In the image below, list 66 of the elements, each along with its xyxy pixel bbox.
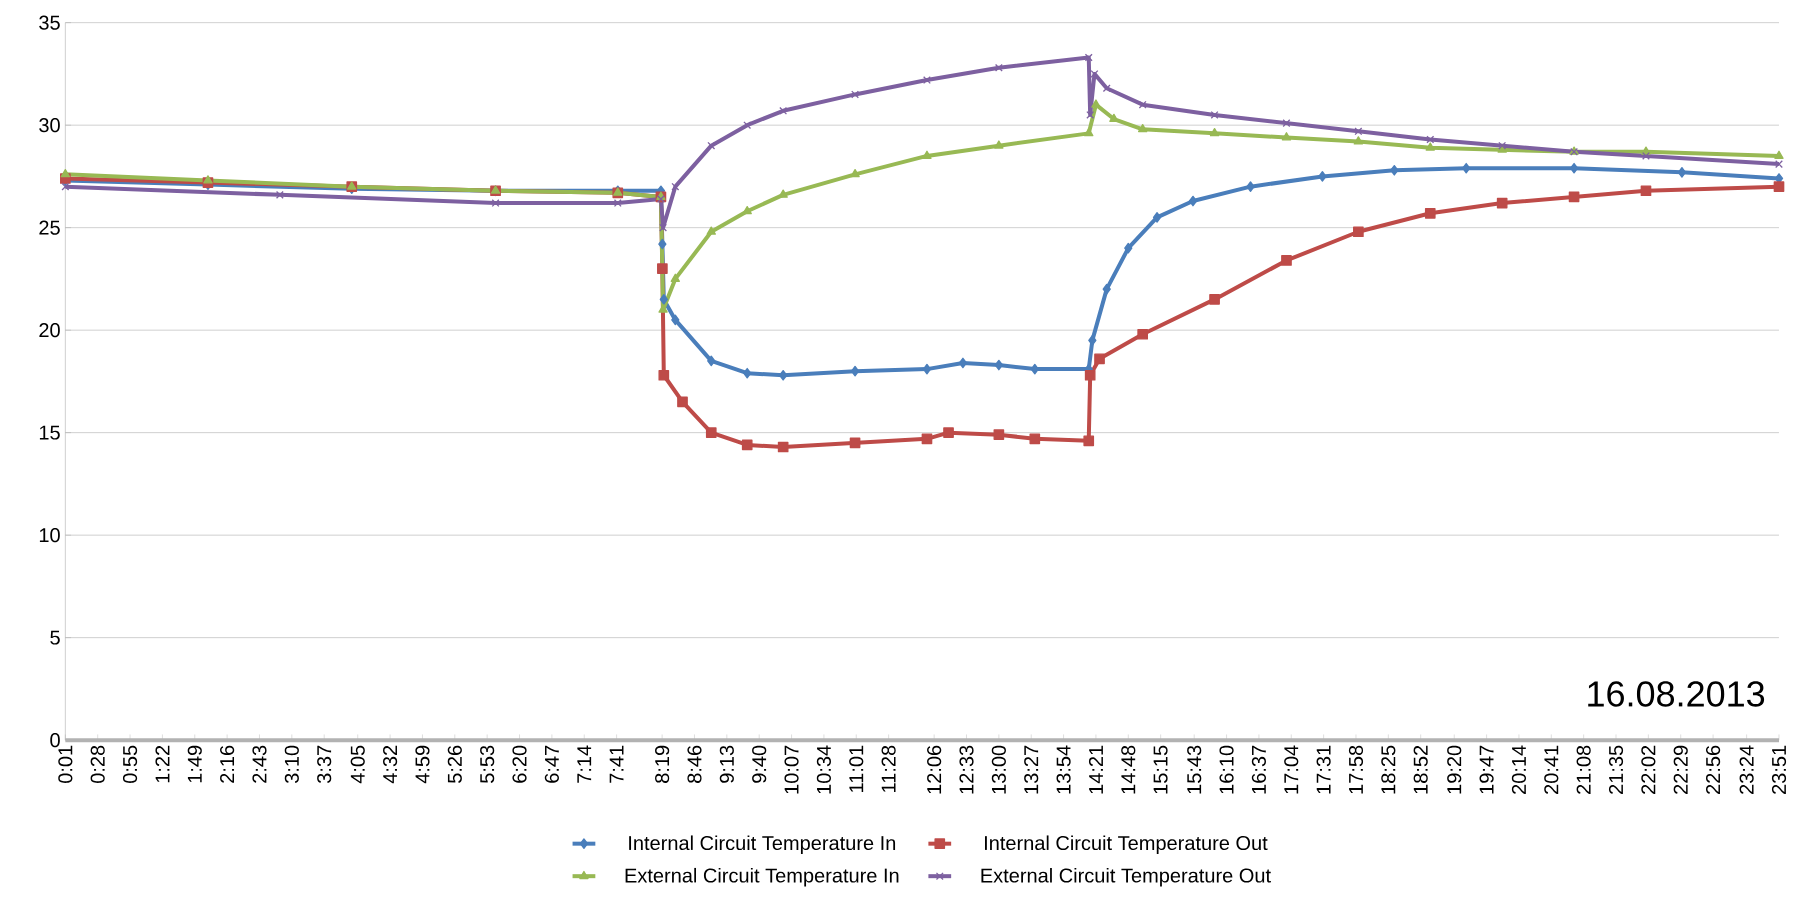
x-tick-label: 2:16 — [220, 745, 235, 783]
legend-label: External Circuit Temperature Out — [981, 867, 1271, 887]
y-tick-label: 30 — [39, 118, 60, 133]
x-tick-label: 4:59 — [415, 745, 430, 784]
y-tick-label: 5 — [50, 630, 60, 645]
x-tick-label: 20:14 — [1511, 745, 1527, 794]
x-tick-label: 22:56 — [1706, 745, 1721, 794]
x-tick-label: 17:04 — [1284, 745, 1299, 794]
x-tick-label: 0:28 — [90, 745, 105, 783]
x-tick-label: 0:01 — [58, 745, 73, 783]
x-tick-label: 4:05 — [350, 745, 365, 784]
x-tick-label: 4:32 — [383, 745, 398, 784]
y-tick-label: 20 — [39, 322, 60, 338]
x-tick-label: 15:43 — [1187, 745, 1202, 794]
x-tick-label: 22:29 — [1673, 745, 1688, 794]
y-tick-label: 15 — [39, 425, 60, 440]
x-tick-label: 9:13 — [719, 745, 734, 783]
x-tick-label: 1:22 — [155, 745, 170, 783]
x-tick-label: 18:52 — [1413, 745, 1428, 794]
x-tick-label: 7:14 — [577, 745, 592, 783]
y-tick-label: 0 — [50, 732, 60, 748]
x-tick-label: 10:34 — [816, 745, 831, 794]
x-tick-label: 9:40 — [752, 745, 767, 783]
x-tick-label: 15:15 — [1153, 745, 1168, 794]
y-tick-label: 25 — [39, 220, 60, 235]
x-tick-label: 7:41 — [609, 745, 624, 783]
x-tick-label: 3:37 — [317, 745, 332, 783]
x-tick-label: 11:28 — [881, 745, 896, 792]
annotation: 16.08.2013 — [1588, 681, 1765, 707]
x-tick-label: 12:33 — [959, 745, 974, 794]
x-tick-label: 13:54 — [1056, 745, 1071, 794]
x-tick-label: 16:10 — [1219, 745, 1234, 794]
x-tick-label: 13:00 — [991, 745, 1006, 794]
x-tick-label: 14:48 — [1121, 745, 1136, 794]
x-tick-label: 13:27 — [1024, 745, 1039, 794]
x-tick-label: 5:53 — [480, 745, 495, 783]
x-tick-label: 17:58 — [1348, 745, 1364, 794]
legend-label: Internal Circuit Temperature In — [629, 835, 896, 854]
x-tick-label: 5:26 — [447, 745, 462, 783]
x-tick-label: 17:31 — [1316, 745, 1331, 794]
x-tick-label: 1:49 — [187, 745, 202, 783]
x-tick-label: 23:24 — [1739, 745, 1754, 794]
x-tick-label: 21:08 — [1576, 745, 1591, 794]
x-tick-label: 2:43 — [252, 745, 267, 783]
x-tick-label: 11:01 — [849, 745, 864, 792]
x-tick-label: 20:41 — [1544, 745, 1559, 794]
y-tick-label: 35 — [39, 15, 60, 30]
x-tick-label: 22:02 — [1641, 745, 1656, 794]
legend-label: External Circuit Temperature In — [625, 867, 899, 887]
legend-label: Internal Circuit Temperature Out — [985, 835, 1268, 854]
x-tick-label: 10:07 — [784, 745, 799, 794]
x-tick-label: 21:35 — [1608, 745, 1624, 794]
x-tick-label: 19:47 — [1479, 745, 1494, 794]
x-tick-label: 0:55 — [122, 745, 138, 783]
x-tick-label: 23:51 — [1771, 745, 1787, 794]
y-tick-label: 10 — [39, 527, 60, 543]
x-tick-label: 3:10 — [284, 745, 299, 783]
x-tick-label: 12:06 — [927, 745, 942, 794]
x-tick-label: 18:25 — [1381, 745, 1396, 794]
x-tick-label: 16:37 — [1251, 745, 1266, 794]
x-tick-label: 8:46 — [687, 745, 702, 783]
x-tick-label: 6:20 — [512, 745, 527, 783]
x-tick-label: 8:19 — [655, 745, 670, 783]
x-tick-label: 19:20 — [1447, 745, 1462, 794]
x-tick-label: 14:21 — [1088, 745, 1103, 794]
x-tick-label: 6:47 — [544, 745, 559, 783]
